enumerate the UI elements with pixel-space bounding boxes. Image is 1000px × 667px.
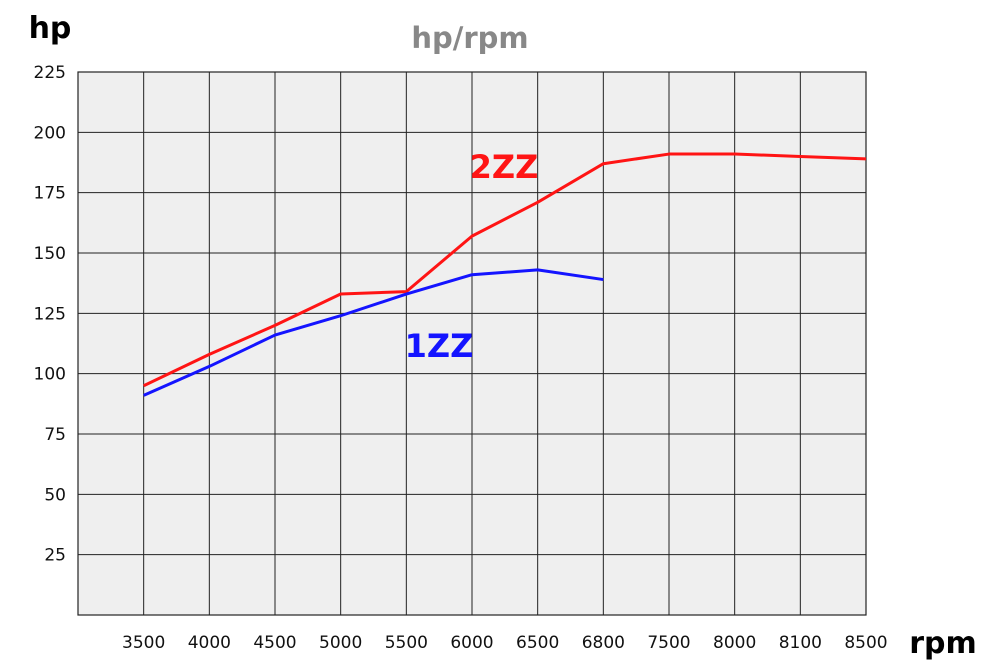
x-tick-label: 6800 [582, 633, 625, 653]
y-tick-labels: 225 200 175 150 125 100 75 50 25 [34, 63, 66, 566]
y-tick-label: 25 [44, 546, 66, 566]
y-tick-label: 50 [44, 485, 66, 505]
series-label-2zz: 2ZZ [470, 148, 539, 186]
y-axis-label: hp [29, 11, 72, 46]
y-tick-label: 200 [34, 123, 66, 143]
x-tick-label: 5000 [319, 633, 362, 653]
x-tick-label: 4500 [253, 633, 296, 653]
x-axis-label: rpm [909, 626, 977, 661]
series-label-1zz: 1ZZ [405, 327, 474, 365]
grid [77, 71, 867, 616]
x-tick-label: 8500 [844, 633, 887, 653]
y-tick-label: 75 [44, 425, 66, 445]
series-line-2zz [143, 152, 867, 388]
series-line-1zz [143, 268, 604, 397]
x-tick-label: 8100 [779, 633, 822, 653]
y-tick-label: 100 [34, 365, 66, 385]
chart-title: hp/rpm [411, 21, 528, 55]
x-tick-labels: 3500 4000 4500 5000 5500 6000 6500 6800 7500 8000… [122, 633, 888, 653]
plot-frame [77, 71, 867, 616]
y-tick-label: 125 [34, 304, 66, 324]
x-tick-label: 8000 [713, 633, 756, 653]
x-tick-label: 6000 [450, 633, 493, 653]
x-tick-label: 3500 [122, 633, 165, 653]
y-tick-label: 150 [34, 244, 66, 264]
x-tick-label: 4000 [188, 633, 231, 653]
y-tick-label: 175 [34, 184, 66, 204]
x-tick-label: 6500 [516, 633, 559, 653]
series-layer [143, 152, 867, 397]
x-tick-label: 5500 [385, 633, 428, 653]
y-tick-label: 225 [34, 63, 66, 83]
x-tick-label: 7500 [647, 633, 690, 653]
